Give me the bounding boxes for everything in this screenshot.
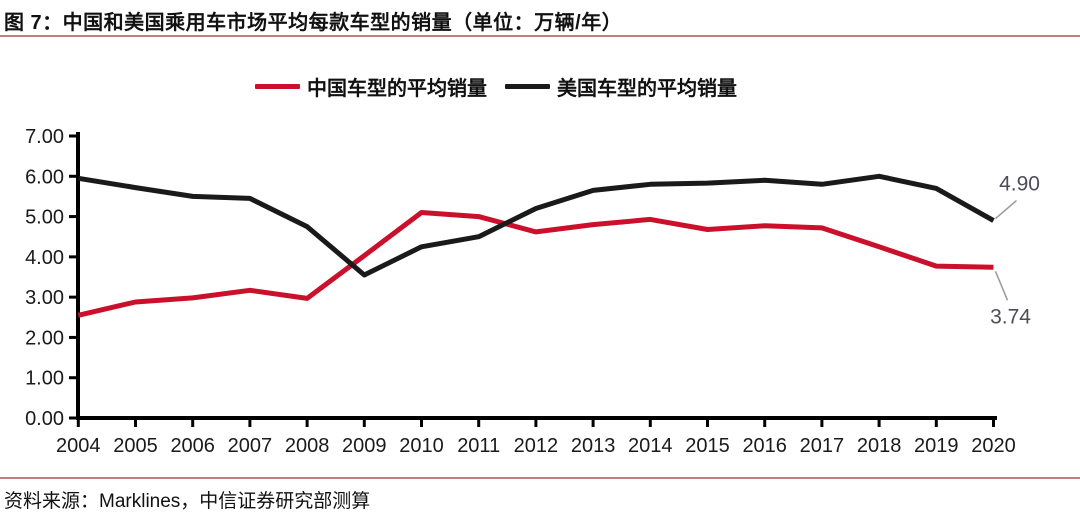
line-chart: 0.00 1.00 2.00 3.00 4.00 5.00 6.00 7.00 2004 2005… (25, 126, 1040, 457)
title-rule (0, 35, 1080, 37)
annotation-label: 3.74 (990, 305, 1031, 328)
legend-label-us: 美国车型的平均销量 (557, 78, 737, 100)
x-axis-tick-label: 2020 (971, 435, 1016, 457)
x-axis-tick-label: 2006 (170, 435, 215, 457)
y-axis-tick-label: 5.00 (25, 207, 64, 229)
legend-item-us: 美国车型的平均销量 (505, 72, 737, 101)
source-note: 资料来源：Marklines，中信证券研究部测算 (4, 491, 371, 512)
x-axis-tick-label: 2019 (914, 435, 959, 457)
annotation-leader-line (994, 271, 1009, 301)
x-axis-tick-label: 2013 (571, 435, 616, 457)
legend-label-china: 中国车型的平均销量 (307, 78, 487, 100)
y-axis-tick-label: 4.00 (25, 247, 64, 269)
annotation-label: 4.90 (999, 173, 1040, 196)
x-axis-tick-label: 2012 (514, 435, 559, 457)
footer-rule (0, 477, 1080, 479)
chart-axes (76, 132, 997, 420)
y-axis-tick-label: 2.00 (25, 327, 64, 349)
x-axis-tick-label: 2004 (56, 435, 101, 457)
figure-title: 图 7：中国和美国乘用车市场平均每款车型的销量（单位：万辆/年） (4, 12, 623, 34)
x-axis-tick-label: 2011 (457, 435, 500, 457)
legend-item-china: 中国车型的平均销量 (255, 72, 487, 101)
y-axis-tick-label: 0.00 (25, 408, 64, 430)
x-axis-tick-label: 2015 (685, 435, 730, 457)
x-axis-tick-label: 2005 (113, 435, 158, 457)
annotation-leader-line (995, 200, 1017, 220)
legend-line-swatch-china (255, 84, 300, 89)
y-axis-tick-label: 3.00 (25, 287, 64, 309)
series-line-china (77, 210, 994, 318)
x-axis-tick-label: 2016 (742, 435, 787, 457)
y-axis-tick-label: 1.00 (25, 368, 64, 390)
y-axis-tick-label: 7.00 (25, 126, 64, 148)
x-axis-tick-label: 2009 (342, 435, 387, 457)
x-axis-tick-label: 2017 (800, 435, 845, 457)
x-axis-tick-label: 2010 (399, 435, 444, 457)
x-axis-tick-label: 2014 (628, 435, 673, 457)
legend-line-swatch-us (505, 84, 550, 89)
x-axis-tick-label: 2007 (228, 435, 273, 457)
series-line-us (77, 173, 995, 278)
y-axis-tick-label: 6.00 (25, 166, 64, 188)
x-axis-tick-label: 2018 (857, 435, 902, 457)
chart-legend: 中国车型的平均销量 美国车型的平均销量 (0, 72, 992, 101)
x-axis-tick-label: 2008 (285, 435, 330, 457)
